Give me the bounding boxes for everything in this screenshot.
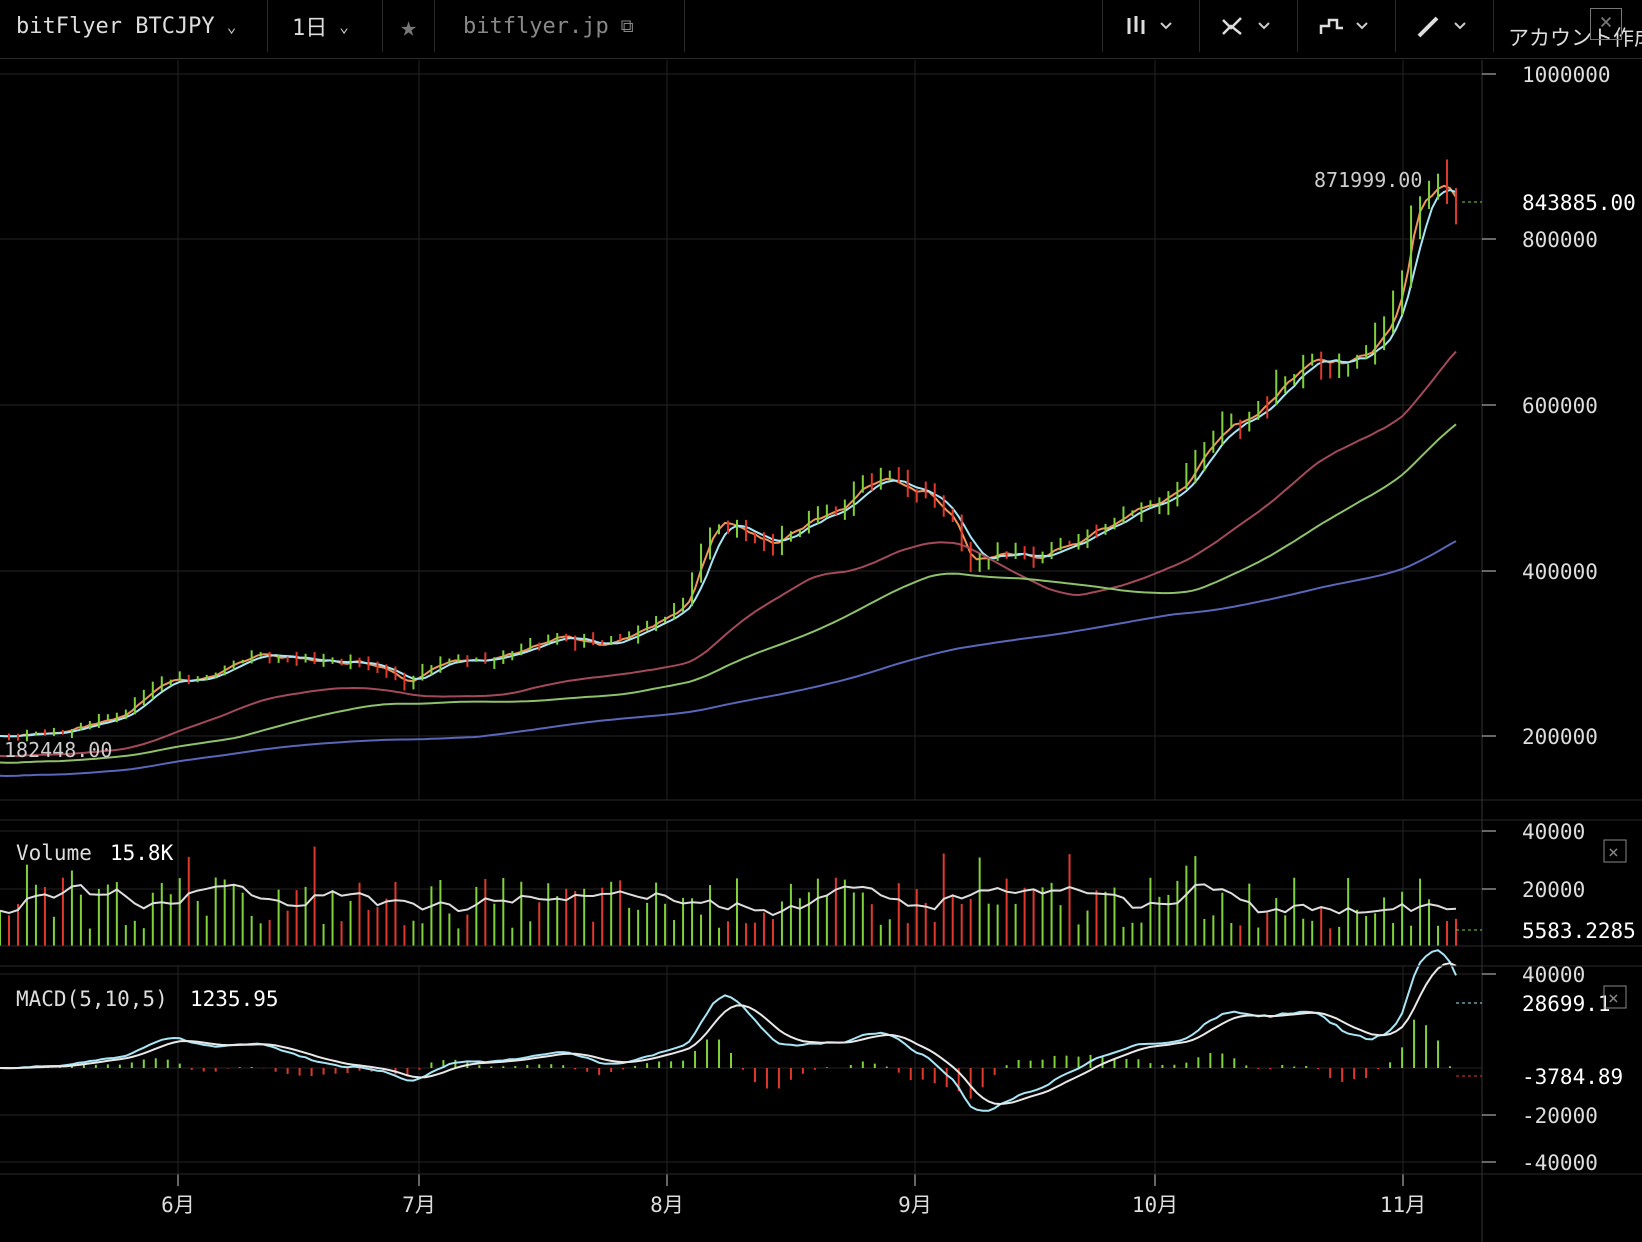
moving-average-lines <box>0 184 1457 778</box>
bar-style-icon <box>1127 16 1172 34</box>
x-tick-label: 6月 <box>161 1193 195 1217</box>
ma5-line <box>0 184 1457 738</box>
symbol-selector[interactable]: bitFlyer BTCJPY ⌄ <box>0 0 268 52</box>
low-price-label: 182448.00 <box>4 738 112 762</box>
account-link[interactable]: アカウント作成 <box>1508 26 1642 50</box>
star-icon[interactable]: ★ <box>383 0 435 52</box>
volume-tick-label: 20000 <box>1522 878 1585 902</box>
site-label: bitflyer.jp <box>463 13 609 39</box>
macd-tick-label: 40000 <box>1522 963 1585 987</box>
macd-title: MACD(5,10,5) <box>16 987 168 1011</box>
draw-tool-button[interactable] <box>1396 0 1494 52</box>
price-tick-label: 800000 <box>1522 228 1598 252</box>
price-tick-label: 200000 <box>1522 725 1598 749</box>
indicator-button[interactable] <box>1200 0 1298 52</box>
ma10-line <box>0 189 1457 738</box>
price-tick-label: 400000 <box>1522 560 1598 584</box>
volume-ma-line <box>0 883 1457 917</box>
step-line-icon <box>1319 18 1368 34</box>
price-tick-label: 1000000 <box>1522 63 1611 87</box>
close-volume-icon[interactable] <box>1603 839 1627 863</box>
macd-tick-label: -20000 <box>1522 1104 1598 1128</box>
high-price-label: 871999.00 <box>1314 168 1422 192</box>
macd-last-label: 28699.1 <box>1522 992 1611 1016</box>
signal-line <box>0 962 1457 1106</box>
ma120-line <box>0 540 1457 778</box>
price-tick-label: 600000 <box>1522 394 1598 418</box>
volume-last-label: 5583.2285 <box>1522 919 1636 943</box>
macd-hist-label: -3784.89 <box>1522 1065 1623 1089</box>
pencil-icon <box>1417 16 1466 38</box>
ma60-line <box>0 423 1457 764</box>
indicator-icon <box>1221 17 1270 35</box>
x-tick-label: 7月 <box>402 1193 436 1217</box>
interval-label: 1日 <box>292 16 328 41</box>
chevron-down-icon: ⌄ <box>339 16 349 36</box>
macd-tick-label: -40000 <box>1522 1151 1598 1175</box>
macd-value: 1235.95 <box>190 987 279 1011</box>
x-tick-label: 11月 <box>1380 1193 1426 1217</box>
chart-toolbar: bitFlyer BTCJPY ⌄ 1日 ⌄ ★ bitflyer.jp ⧉ ア… <box>0 0 1642 59</box>
volume-value: 15.8K <box>110 841 174 865</box>
volume-title: Volume <box>16 841 92 865</box>
ma30-line <box>0 350 1457 758</box>
site-link[interactable]: bitflyer.jp ⧉ <box>435 0 685 52</box>
x-tick-label: 10月 <box>1132 1193 1178 1217</box>
chart-type-button[interactable] <box>1298 0 1396 52</box>
volume-tick-label: 40000 <box>1522 820 1585 844</box>
close-macd-glyph: × <box>1608 988 1619 1009</box>
close-volume-glyph: × <box>1608 842 1619 863</box>
x-tick-label: 9月 <box>898 1193 932 1217</box>
macd-lines <box>0 949 1457 1112</box>
external-link-icon: ⧉ <box>620 15 634 37</box>
candlesticks <box>7 159 1458 742</box>
volume-bars <box>0 846 1458 946</box>
chevron-down-icon: ⌄ <box>226 16 237 36</box>
x-axis: 6月 7月 8月 9月 10月 11月 <box>161 1193 1426 1217</box>
bar-style-button[interactable] <box>1102 0 1200 52</box>
x-tick-label: 8月 <box>650 1193 684 1217</box>
close-icon[interactable]: × <box>1590 8 1622 40</box>
chart-grid <box>0 60 1482 1186</box>
last-price-label: 843885.00 <box>1522 191 1636 215</box>
macd-histogram <box>10 1019 1452 1099</box>
interval-selector[interactable]: 1日 ⌄ <box>268 0 383 52</box>
close-macd-icon[interactable] <box>1603 985 1627 1009</box>
symbol-label: bitFlyer BTCJPY <box>16 13 215 39</box>
